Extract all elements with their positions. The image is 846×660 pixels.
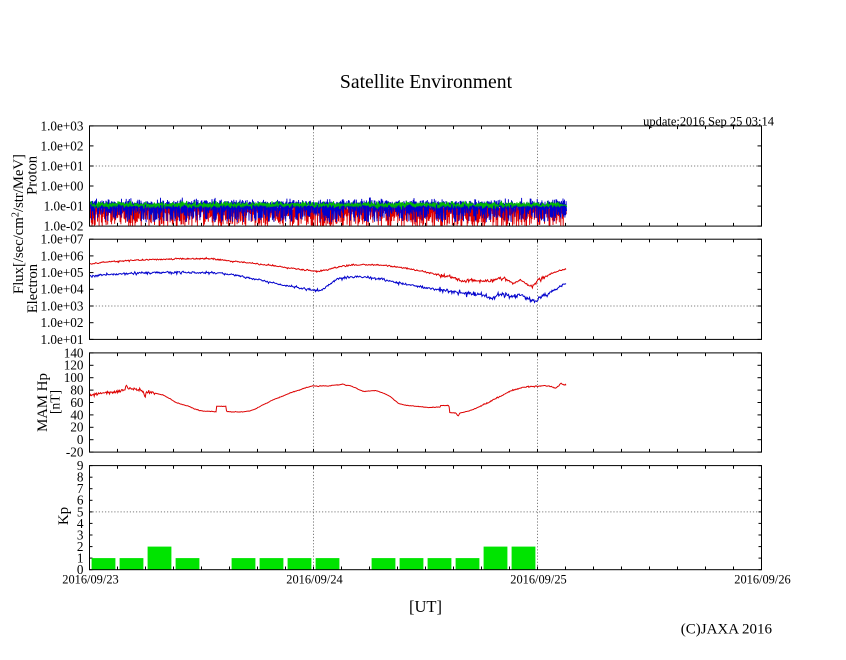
- svg-text:40: 40: [70, 407, 84, 422]
- svg-text:100: 100: [64, 370, 84, 385]
- svg-text:1.0e-02: 1.0e-02: [44, 219, 84, 234]
- svg-text:[UT]: [UT]: [409, 597, 442, 616]
- svg-text:1.0e+03: 1.0e+03: [41, 118, 84, 133]
- svg-text:2016/09/23: 2016/09/23: [62, 573, 118, 587]
- svg-text:7: 7: [77, 481, 84, 496]
- svg-text:1.0e+07: 1.0e+07: [41, 232, 84, 247]
- svg-text:[nT]: [nT]: [48, 390, 63, 414]
- svg-text:Proton: Proton: [25, 155, 41, 195]
- svg-text:80: 80: [70, 383, 84, 398]
- svg-text:120: 120: [64, 358, 84, 373]
- svg-text:1.0e+02: 1.0e+02: [41, 138, 84, 153]
- svg-text:1: 1: [77, 551, 84, 566]
- svg-text:Kp: Kp: [56, 507, 72, 525]
- svg-text:2: 2: [77, 539, 84, 554]
- svg-text:-20: -20: [66, 445, 84, 460]
- svg-text:1.0e+06: 1.0e+06: [41, 248, 84, 263]
- svg-text:Electron: Electron: [25, 263, 41, 313]
- svg-text:2016/09/26: 2016/09/26: [734, 573, 790, 587]
- svg-text:20: 20: [70, 420, 84, 435]
- svg-text:update:2016 Sep 25 03:14: update:2016 Sep 25 03:14: [643, 114, 775, 128]
- svg-text:6: 6: [77, 493, 84, 508]
- svg-text:1.0e-01: 1.0e-01: [44, 198, 84, 213]
- svg-text:0: 0: [77, 432, 84, 447]
- svg-text:1.0e+02: 1.0e+02: [41, 315, 84, 330]
- svg-text:60: 60: [70, 395, 84, 410]
- svg-text:9: 9: [77, 458, 84, 473]
- svg-text:2016/09/25: 2016/09/25: [510, 573, 566, 587]
- svg-text:140: 140: [64, 345, 84, 360]
- svg-text:8: 8: [77, 470, 84, 485]
- svg-text:5: 5: [77, 504, 84, 519]
- svg-text:2016/09/24: 2016/09/24: [286, 573, 342, 587]
- svg-text:Flux[/sec/cm2/str/MeV]: Flux[/sec/cm2/str/MeV]: [11, 154, 28, 294]
- svg-text:(C)JAXA 2016: (C)JAXA 2016: [681, 622, 773, 638]
- svg-text:3: 3: [77, 527, 84, 542]
- svg-text:1.0e+04: 1.0e+04: [41, 282, 84, 297]
- svg-text:0: 0: [77, 562, 84, 577]
- svg-text:1.0e+01: 1.0e+01: [41, 332, 84, 347]
- svg-text:4: 4: [77, 516, 84, 531]
- svg-text:1.0e+00: 1.0e+00: [41, 178, 84, 193]
- svg-text:1.0e+05: 1.0e+05: [41, 265, 84, 280]
- svg-text:1.0e+03: 1.0e+03: [41, 298, 84, 313]
- svg-text:MAM Hp: MAM Hp: [35, 373, 51, 432]
- svg-text:1.0e+01: 1.0e+01: [41, 158, 84, 173]
- svg-text:Satellite Environment: Satellite Environment: [340, 71, 513, 93]
